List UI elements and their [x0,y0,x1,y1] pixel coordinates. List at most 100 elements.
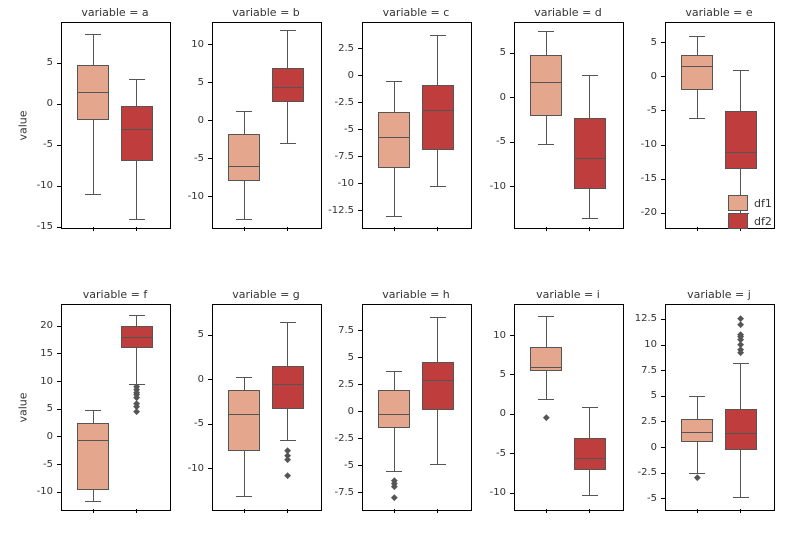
ytick-mark [661,76,665,77]
y-axis-label: value [17,110,30,140]
whisker [394,371,395,390]
ytick-mark [510,97,514,98]
whisker-cap [582,218,598,219]
ytick-label: -2.5 [322,97,354,108]
box-df1 [77,423,109,489]
whisker-cap [129,79,145,80]
ytick-label: 10 [625,339,657,350]
ytick-label: -10 [474,487,506,498]
whisker [287,409,288,440]
ytick-label: 0 [21,431,53,442]
whisker-cap [386,81,402,82]
whisker-cap [236,377,252,378]
ytick-label: 2.5 [322,43,354,54]
whisker-cap [538,144,554,145]
whisker [437,317,438,362]
whisker [740,363,741,408]
ytick-mark [57,381,61,382]
ytick-label: -12.5 [322,205,354,216]
ytick-label: -5 [21,459,53,470]
ytick-label: 2.5 [625,416,657,427]
xtick-mark [546,509,547,513]
xtick-mark [437,509,438,513]
whisker-cap [430,186,446,187]
whisker-cap [733,497,749,498]
legend-item: df1 [728,195,772,211]
whisker [740,70,741,111]
box-df2 [422,85,454,151]
whisker [93,490,94,501]
ytick-label: -10 [172,191,204,202]
whisker [546,371,547,399]
whisker-cap [430,35,446,36]
ytick-label: 10 [21,376,53,387]
whisker [244,451,245,496]
box-df1 [681,419,713,443]
box-df2 [272,366,304,409]
xtick-mark [740,509,741,513]
ytick-label: 0 [625,442,657,453]
ytick-mark [208,44,212,45]
subplot-title: variable = h [362,288,470,301]
box-df2 [422,362,454,409]
ytick-mark [358,384,362,385]
whisker [437,150,438,186]
ytick-mark [208,120,212,121]
whisker-cap [582,75,598,76]
xtick-mark [546,227,547,231]
ytick-label: 10 [172,39,204,50]
whisker [589,407,590,439]
xtick-mark [394,227,395,231]
xtick-mark [93,509,94,513]
median-line [574,158,606,159]
ytick-label: 5 [172,77,204,88]
median-line [77,92,109,93]
xtick-mark [697,227,698,231]
subplot-3 [514,22,624,229]
ytick-mark [510,453,514,454]
median-line [681,66,713,67]
box-df1 [378,390,410,428]
box-df2 [725,111,757,169]
median-line [530,82,562,83]
box-df1 [378,112,410,168]
box-df2 [725,409,757,450]
legend-label: df2 [754,215,772,228]
whisker [546,316,547,348]
ytick-label: 0 [172,374,204,385]
ytick-label: 5 [474,47,506,58]
ytick-mark [57,145,61,146]
ytick-mark [57,63,61,64]
legend-swatch [728,213,748,229]
ytick-mark [661,42,665,43]
ytick-mark [661,145,665,146]
ytick-label: -7.5 [322,151,354,162]
whisker-cap [129,315,145,316]
median-line [530,367,562,368]
whisker-cap [386,371,402,372]
ytick-mark [358,48,362,49]
whisker [546,116,547,145]
ytick-mark [57,227,61,228]
median-line [121,129,153,130]
box-df2 [272,68,304,102]
ytick-mark [57,409,61,410]
ytick-label: -10 [474,181,506,192]
whisker-cap [582,495,598,496]
ytick-label: 0 [625,71,657,82]
xtick-mark [394,509,395,513]
whisker-cap [85,410,101,411]
ytick-label: -5 [322,460,354,471]
ytick-mark [661,319,665,320]
whisker [589,75,590,118]
box-df1 [530,55,562,116]
subplot-0 [61,22,171,229]
median-line [77,440,109,441]
whisker-cap [733,363,749,364]
ytick-label: -5 [322,124,354,135]
ytick-mark [57,353,61,354]
subplot-title: variable = i [514,288,622,301]
ytick-mark [661,473,665,474]
ytick-mark [57,186,61,187]
ytick-mark [358,438,362,439]
